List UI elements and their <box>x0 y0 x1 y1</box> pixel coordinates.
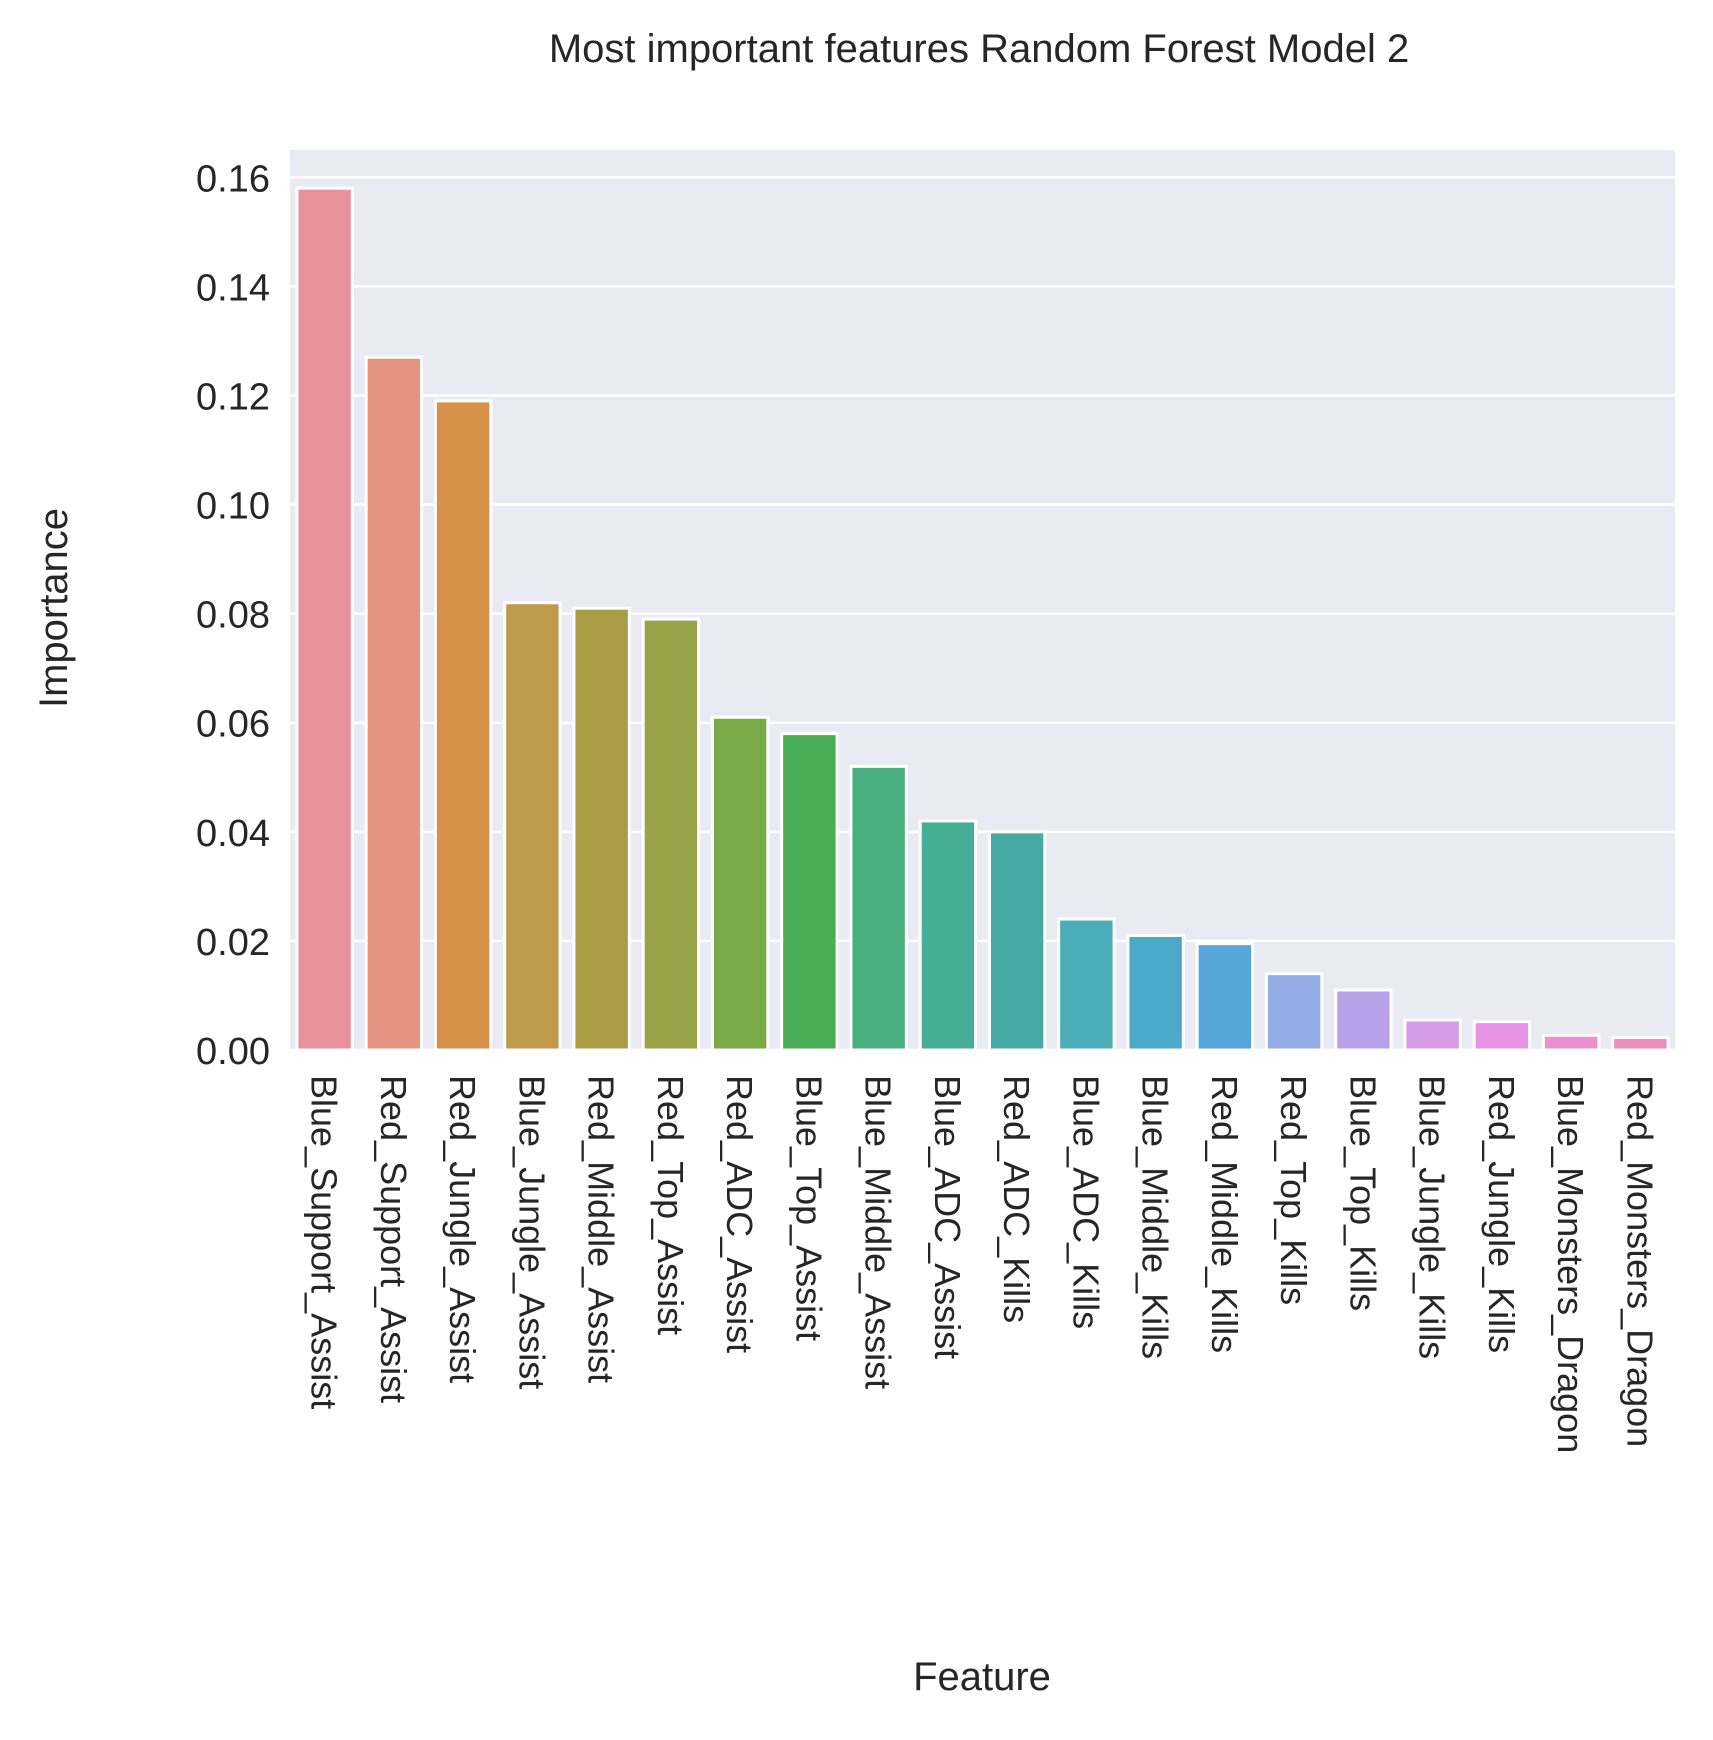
x-tick-label: Red_Support_Assist <box>373 1075 414 1403</box>
bar <box>1541 1033 1601 1052</box>
bar <box>364 355 424 1052</box>
plot-area <box>290 150 1675 1050</box>
y-tick-label: 0.14 <box>196 267 270 309</box>
x-tick-label: Blue_Jungle_Assist <box>511 1075 552 1389</box>
x-tick-label: Red_Top_Assist <box>650 1075 691 1335</box>
x-tick-label: Red_Monsters_Dragon <box>1619 1075 1660 1447</box>
bar <box>1403 1018 1462 1052</box>
y-tick-label: 0.08 <box>196 595 270 637</box>
bar <box>918 819 978 1052</box>
y-axis-label: Importance <box>32 508 76 708</box>
x-axis-label: Feature <box>913 1655 1051 1699</box>
bar <box>1264 972 1324 1052</box>
y-tick-label: 0.04 <box>196 813 270 855</box>
bar <box>433 399 493 1052</box>
y-tick-label: 0.10 <box>196 486 270 528</box>
bar <box>1126 933 1185 1052</box>
bar <box>1472 1020 1532 1052</box>
bar <box>295 186 354 1052</box>
x-tick-label: Blue_Support_Assist <box>304 1075 345 1409</box>
x-axis-ticks: Blue_Support_Assist Red_Support_Assist Red… <box>304 1075 1661 1453</box>
bar <box>1611 1035 1670 1052</box>
bar <box>849 764 908 1052</box>
bar <box>1057 917 1116 1052</box>
y-tick-label: 0.06 <box>196 704 270 746</box>
x-tick-label: Blue_Top_Assist <box>788 1075 829 1341</box>
bar <box>572 606 631 1052</box>
bar <box>641 617 701 1052</box>
bar <box>780 732 839 1052</box>
x-tick-label: Red_Top_Kills <box>1273 1075 1314 1305</box>
x-tick-label: Blue_Middle_Kills <box>1135 1075 1176 1359</box>
x-tick-label: Blue_Monsters_Dragon <box>1550 1075 1591 1453</box>
y-tick-label: 0.00 <box>196 1031 270 1073</box>
y-tick-label: 0.12 <box>196 376 270 418</box>
x-tick-label: Red_ADC_Kills <box>996 1075 1037 1323</box>
x-tick-label: Blue_Middle_Assist <box>858 1075 899 1389</box>
bars <box>295 186 1670 1052</box>
x-tick-label: Red_Jungle_Assist <box>442 1075 483 1383</box>
y-axis-ticks: 0.00 0.02 0.04 0.06 0.08 0.10 0.12 0.14 0.16 <box>196 158 270 1073</box>
x-tick-label: Red_Middle_Kills <box>1204 1075 1245 1353</box>
bar <box>710 715 770 1052</box>
x-tick-label: Blue_Jungle_Kills <box>1412 1075 1453 1359</box>
y-tick-label: 0.02 <box>196 922 270 964</box>
chart-title: Most important features Random Forest Mo… <box>549 27 1409 71</box>
bar <box>1195 942 1255 1052</box>
bar <box>503 601 562 1052</box>
bar <box>1334 988 1393 1052</box>
x-tick-label: Red_ADC_Assist <box>719 1075 760 1353</box>
x-tick-label: Blue_ADC_Kills <box>1065 1075 1106 1329</box>
x-tick-label: Blue_ADC_Assist <box>927 1075 968 1359</box>
x-tick-label: Blue_Top_Kills <box>1342 1075 1383 1311</box>
bar <box>987 830 1047 1052</box>
x-tick-label: Red_Middle_Assist <box>581 1075 622 1383</box>
y-tick-label: 0.16 <box>196 158 270 200</box>
x-tick-label: Red_Jungle_Kills <box>1481 1075 1522 1353</box>
